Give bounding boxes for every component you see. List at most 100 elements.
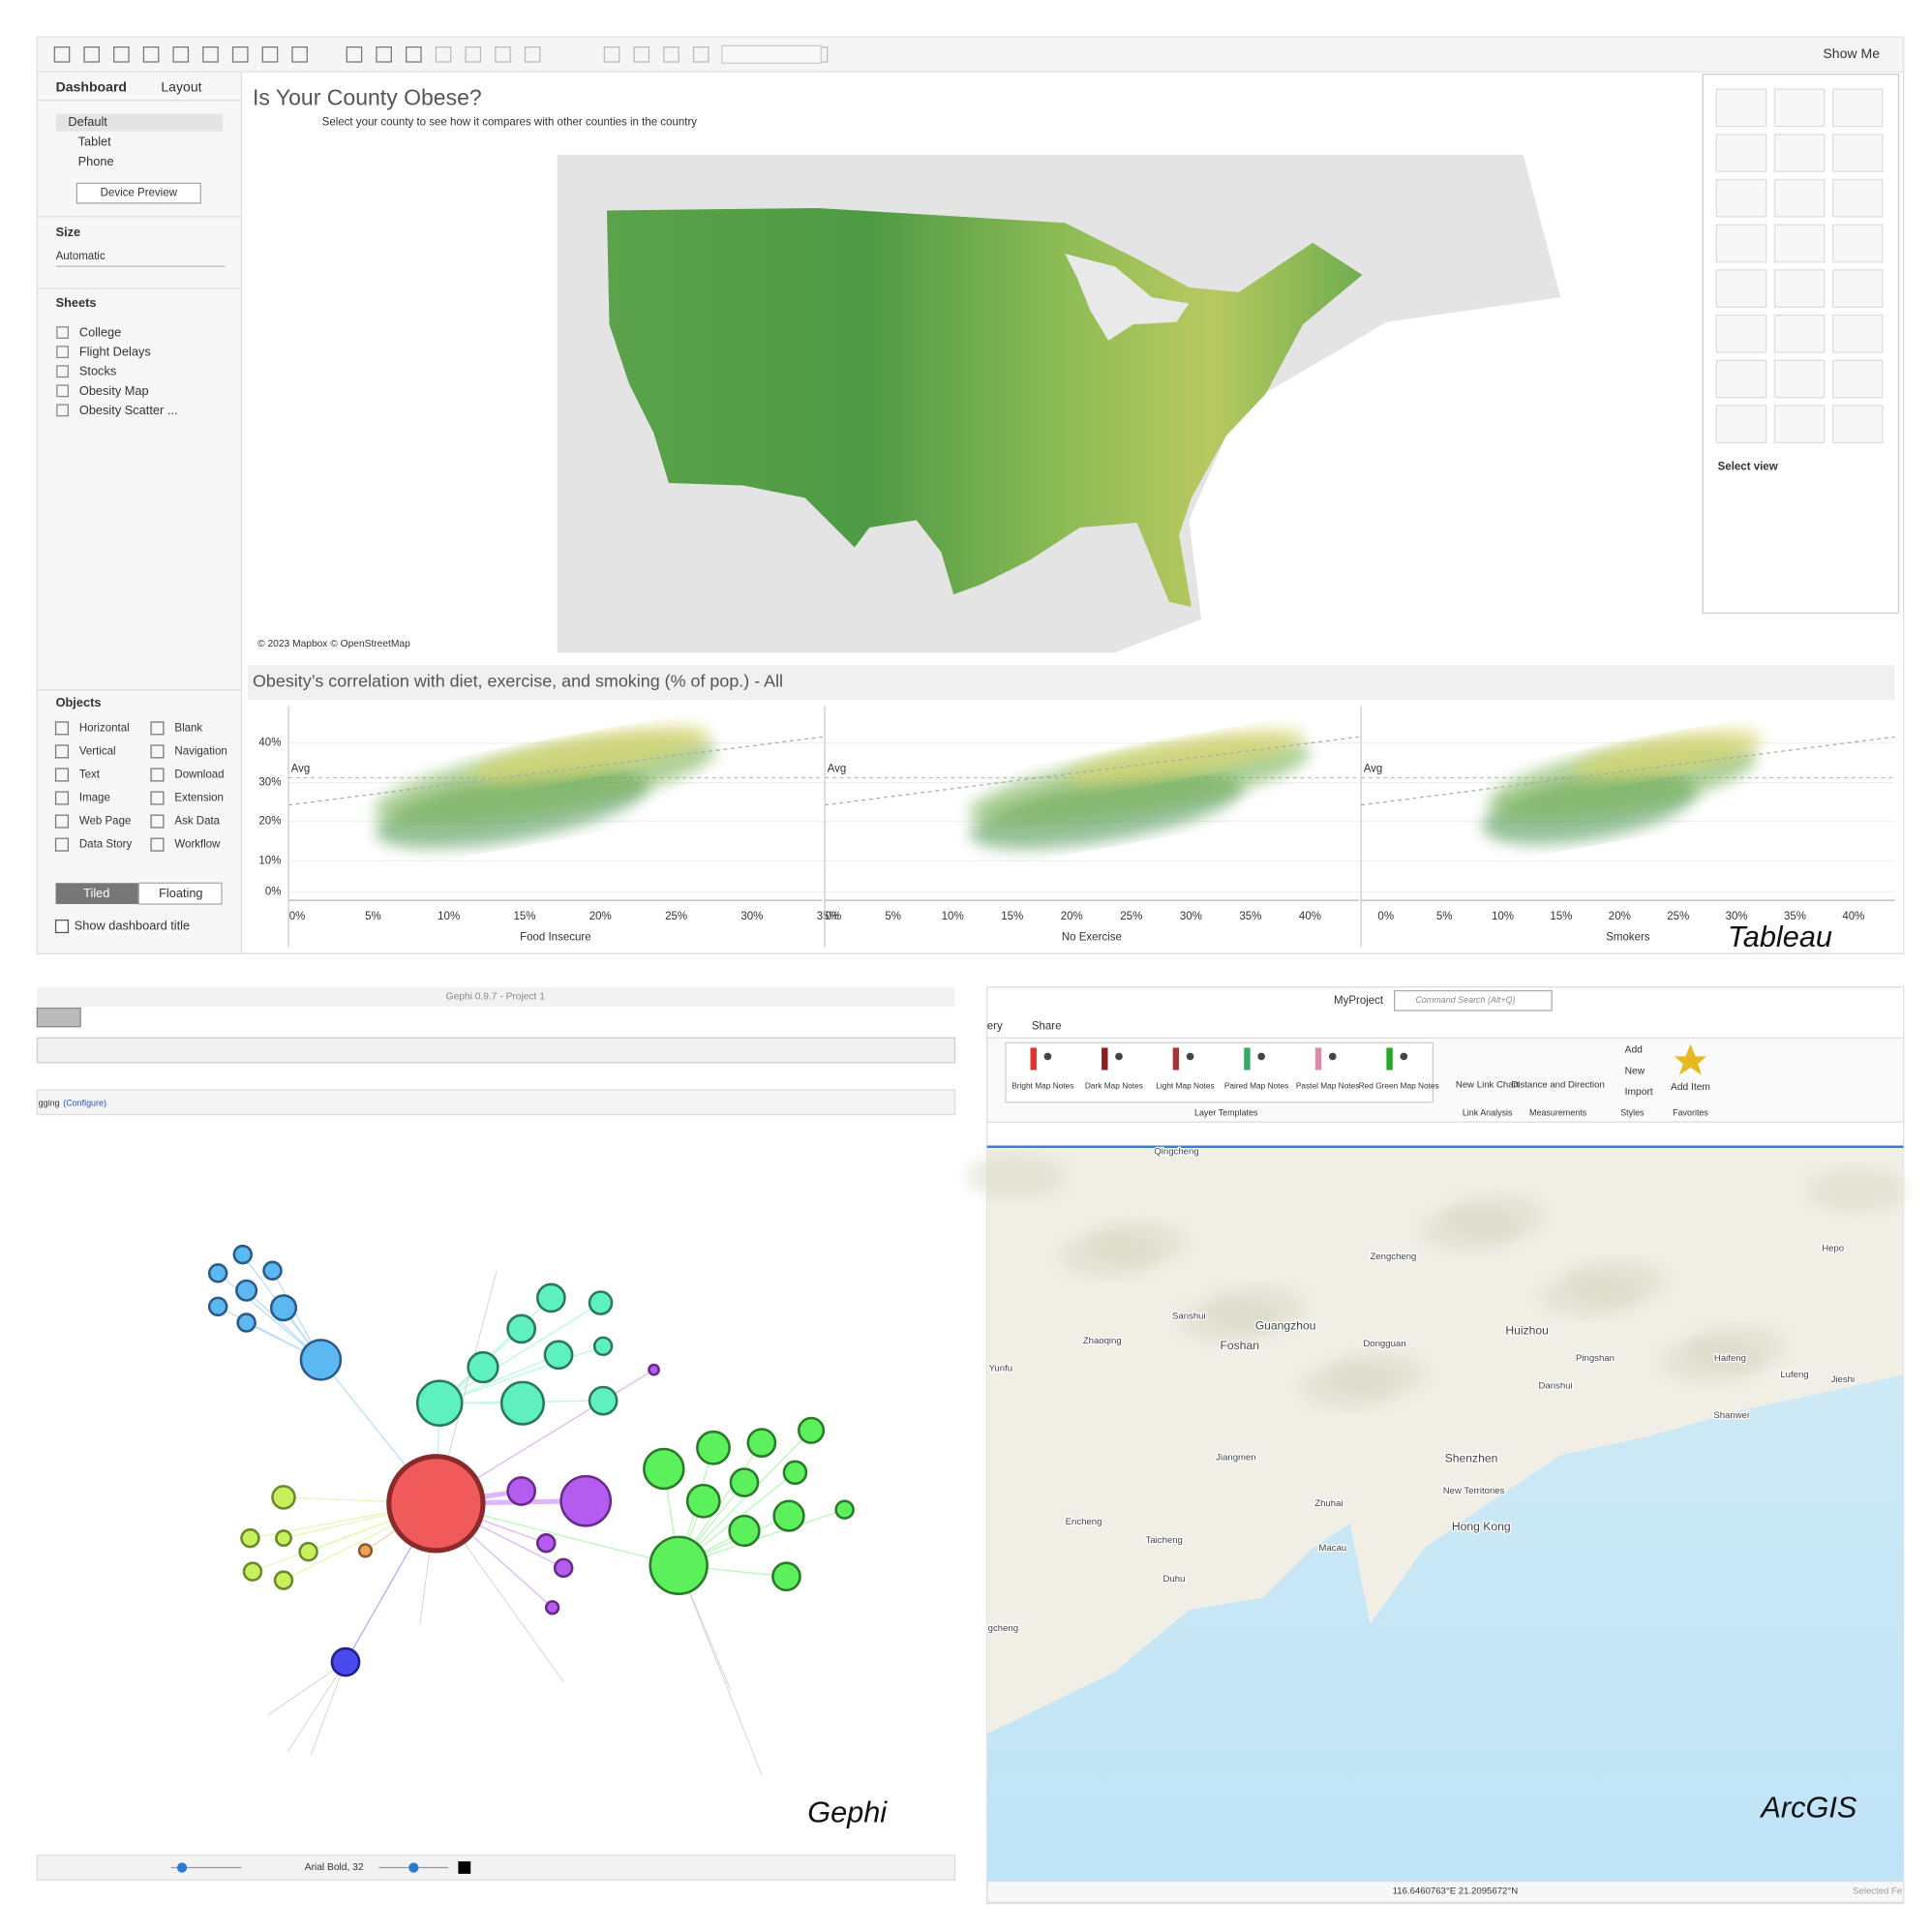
place-label: New Territories	[1443, 1486, 1505, 1496]
node	[648, 1363, 660, 1376]
ribbon-button[interactable]: Import	[1625, 1087, 1653, 1098]
chart-thumb	[1773, 269, 1826, 308]
place-label: Macau	[1318, 1543, 1346, 1554]
template[interactable]: Light Map Notes	[1156, 1080, 1214, 1090]
x-tick-label: 5%	[1436, 911, 1453, 922]
toolbar	[36, 36, 1905, 73]
scatter-header	[247, 665, 1895, 700]
template[interactable]: Red Green Map Notes	[1359, 1080, 1439, 1090]
object-icon	[150, 744, 165, 759]
x-axis-title: Smokers	[1606, 932, 1650, 944]
selected-device	[55, 113, 224, 132]
toolbar-icon	[633, 45, 650, 63]
sheet-item: Flight Delays	[79, 345, 151, 359]
x-tick-label: 5%	[885, 911, 901, 922]
sheet-item: Obesity Scatter ...	[79, 403, 178, 417]
object-icon	[150, 814, 165, 829]
chart-thumb	[1832, 405, 1884, 444]
edge	[438, 1302, 601, 1404]
place-label: gcheng	[988, 1623, 1018, 1634]
y-tick-label: 0%	[265, 886, 282, 897]
chart-thumb	[1715, 178, 1767, 218]
x-axis-title: Food Insecure	[520, 932, 591, 944]
coordinates: 116.6460763°E 21.2095672°N	[1393, 1886, 1519, 1896]
template[interactable]: Bright Map Notes	[1011, 1080, 1073, 1090]
app-label: Gephi	[807, 1796, 888, 1829]
object-item: Text	[79, 769, 101, 780]
place-label: Duhu	[1163, 1574, 1186, 1585]
object-icon	[150, 721, 165, 736]
toolbar-icon	[465, 45, 482, 63]
x-tick-label: 0%	[289, 911, 306, 922]
pin	[1186, 1052, 1194, 1061]
place-label: Jieshi	[1831, 1374, 1856, 1385]
gephi-titlebar	[37, 986, 955, 1008]
place-label: Yunfu	[989, 1363, 1013, 1374]
template[interactable]: Dark Map Notes	[1085, 1080, 1143, 1090]
ribbon-button[interactable]: New Link Chart	[1456, 1079, 1520, 1090]
object-item: Extension	[174, 793, 224, 804]
x-tick-label: 30%	[1726, 911, 1748, 922]
slider-knob	[176, 1862, 188, 1873]
ribbon-button[interactable]: New	[1625, 1066, 1645, 1076]
x-tick-label: 35%	[817, 911, 839, 922]
chart-thumb	[1832, 359, 1884, 399]
place-label: Sanshui	[1172, 1312, 1206, 1322]
edge	[678, 1565, 763, 1775]
x-tick-label: 30%	[740, 911, 763, 922]
rule	[825, 736, 1359, 806]
ribbon-button[interactable]: Add Item	[1671, 1082, 1710, 1093]
x-tick-label: 0%	[826, 911, 842, 922]
node	[834, 1499, 855, 1520]
x-tick-label: 35%	[1784, 911, 1806, 922]
node	[771, 1561, 801, 1592]
node	[696, 1430, 731, 1465]
chart-thumb	[1832, 224, 1884, 263]
node	[506, 1313, 537, 1344]
checkbox	[54, 920, 70, 934]
mode: Tiled	[83, 886, 109, 900]
node	[772, 1499, 805, 1532]
color-swatch	[458, 1861, 471, 1874]
x-tick-label: 40%	[1842, 911, 1864, 922]
place-label: Pingshan	[1576, 1353, 1615, 1364]
node	[240, 1527, 260, 1549]
place-label: Shanwei	[1713, 1410, 1749, 1421]
x-tick-label: 15%	[1001, 911, 1023, 922]
gallery	[1005, 1041, 1434, 1103]
object-item: Ask Data	[174, 816, 220, 828]
node	[330, 1646, 361, 1677]
hills	[1060, 1233, 1160, 1279]
toolbar-icon	[406, 45, 422, 63]
tab: Dashboard	[56, 79, 127, 95]
configure-link[interactable]: (Configure)	[63, 1098, 106, 1107]
toolbar-icon	[435, 45, 452, 63]
template[interactable]: Paired Map Notes	[1224, 1080, 1288, 1090]
scatter-title: Obesity’s correlation with diet, exercis…	[253, 672, 783, 691]
template-icon	[1172, 1047, 1180, 1071]
section-title: Size	[56, 225, 81, 239]
node	[536, 1533, 557, 1554]
scatter-cloud	[374, 726, 716, 849]
object-icon	[54, 744, 70, 759]
x-tick-label: 35%	[1239, 911, 1261, 922]
object-item: Download	[174, 769, 224, 780]
show-me[interactable]: Show Me	[1823, 45, 1880, 61]
template-icon	[1030, 1047, 1037, 1071]
pin	[1043, 1052, 1052, 1061]
ribbon-button[interactable]: Add	[1625, 1045, 1643, 1056]
toolbar-icon	[202, 45, 219, 63]
scatter-cloud	[968, 729, 1311, 850]
place-label: Hepo	[1822, 1243, 1844, 1253]
ribbon-button[interactable]: Distance and Direction	[1511, 1079, 1604, 1090]
node	[543, 1340, 574, 1371]
x-tick-label: 10%	[438, 911, 460, 922]
place-label: Zhuhai	[1314, 1498, 1343, 1509]
chart-thumb	[1773, 178, 1826, 218]
hills	[1540, 1273, 1641, 1318]
place-label: Lufeng	[1780, 1370, 1808, 1380]
hills	[1660, 1339, 1761, 1384]
template[interactable]: Pastel Map Notes	[1296, 1080, 1359, 1090]
group-label: Favorites	[1673, 1108, 1708, 1118]
